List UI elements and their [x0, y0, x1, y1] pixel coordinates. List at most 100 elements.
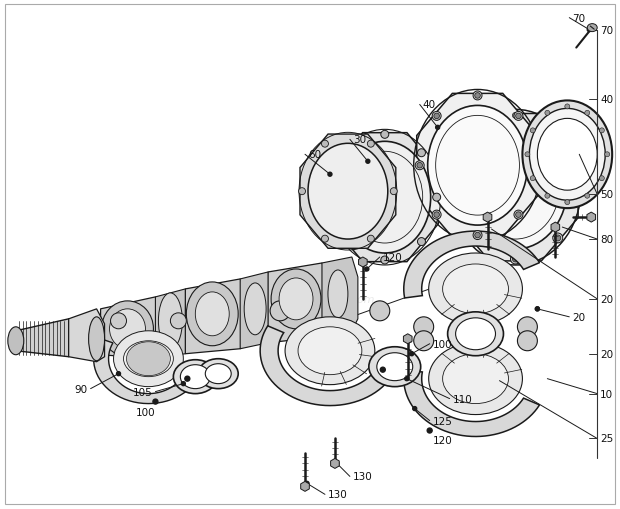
Circle shape [117, 372, 120, 376]
Ellipse shape [381, 257, 389, 265]
Ellipse shape [531, 161, 540, 171]
Text: 110: 110 [453, 394, 472, 404]
Ellipse shape [448, 312, 503, 356]
Ellipse shape [205, 364, 231, 384]
Circle shape [328, 173, 332, 177]
Text: 60: 60 [308, 150, 321, 160]
Ellipse shape [523, 101, 612, 209]
Ellipse shape [270, 301, 290, 321]
Polygon shape [404, 232, 539, 298]
Ellipse shape [516, 212, 521, 218]
Ellipse shape [470, 134, 476, 140]
Ellipse shape [464, 126, 567, 249]
Text: 25: 25 [600, 434, 613, 444]
Ellipse shape [545, 111, 550, 116]
Text: 130: 130 [353, 471, 373, 482]
Ellipse shape [565, 105, 570, 109]
Polygon shape [260, 326, 399, 406]
Polygon shape [69, 309, 105, 362]
Polygon shape [404, 334, 412, 344]
Ellipse shape [329, 194, 337, 202]
Ellipse shape [370, 301, 390, 321]
Ellipse shape [390, 188, 397, 195]
Ellipse shape [514, 211, 523, 220]
Ellipse shape [433, 194, 441, 202]
Circle shape [153, 400, 158, 404]
Ellipse shape [110, 313, 126, 329]
Ellipse shape [344, 150, 352, 157]
Ellipse shape [113, 331, 184, 387]
Polygon shape [185, 279, 248, 354]
Ellipse shape [285, 317, 375, 385]
Ellipse shape [415, 161, 424, 171]
Circle shape [587, 29, 591, 33]
Ellipse shape [377, 353, 413, 381]
Ellipse shape [414, 331, 433, 351]
Ellipse shape [453, 185, 459, 191]
Polygon shape [322, 258, 358, 337]
Polygon shape [94, 338, 203, 404]
Ellipse shape [555, 134, 560, 140]
Ellipse shape [428, 106, 528, 225]
Text: 10: 10 [600, 389, 613, 399]
Ellipse shape [170, 313, 187, 329]
Ellipse shape [514, 112, 523, 121]
Text: 20: 20 [600, 349, 613, 359]
Ellipse shape [456, 318, 495, 350]
Ellipse shape [570, 183, 580, 193]
Ellipse shape [434, 212, 440, 218]
Ellipse shape [123, 341, 174, 377]
Ellipse shape [89, 317, 105, 361]
Ellipse shape [367, 236, 374, 243]
Text: 125: 125 [433, 416, 453, 426]
Ellipse shape [321, 141, 329, 148]
Circle shape [413, 407, 417, 411]
Text: 100: 100 [136, 407, 156, 417]
Ellipse shape [271, 269, 321, 329]
Circle shape [182, 382, 185, 386]
Ellipse shape [174, 360, 217, 394]
Ellipse shape [298, 327, 362, 375]
Ellipse shape [530, 129, 535, 133]
Ellipse shape [516, 114, 521, 120]
Ellipse shape [475, 233, 480, 238]
Ellipse shape [428, 343, 523, 415]
Ellipse shape [195, 292, 229, 336]
Text: 20: 20 [572, 312, 585, 322]
Ellipse shape [428, 253, 523, 325]
Ellipse shape [308, 144, 388, 240]
Ellipse shape [553, 234, 563, 243]
Polygon shape [331, 133, 438, 262]
Ellipse shape [432, 112, 441, 121]
Ellipse shape [321, 236, 329, 243]
Polygon shape [358, 258, 367, 267]
Ellipse shape [585, 111, 590, 116]
Ellipse shape [473, 231, 482, 240]
Ellipse shape [8, 327, 24, 355]
Ellipse shape [587, 24, 597, 33]
Ellipse shape [555, 236, 560, 241]
Ellipse shape [530, 176, 535, 181]
Polygon shape [240, 272, 275, 349]
Polygon shape [301, 482, 309, 491]
Ellipse shape [367, 141, 374, 148]
Ellipse shape [102, 301, 153, 357]
Ellipse shape [279, 278, 313, 320]
Ellipse shape [470, 236, 476, 241]
Ellipse shape [510, 254, 520, 265]
Text: 80: 80 [600, 235, 613, 244]
Ellipse shape [344, 238, 352, 246]
Ellipse shape [600, 129, 604, 133]
Text: 30: 30 [353, 135, 366, 145]
Polygon shape [330, 459, 339, 468]
Ellipse shape [518, 317, 538, 337]
Circle shape [427, 428, 432, 433]
Circle shape [436, 126, 440, 130]
Ellipse shape [339, 142, 431, 253]
Ellipse shape [180, 365, 210, 389]
Ellipse shape [417, 150, 425, 157]
Ellipse shape [604, 153, 609, 157]
Text: 100: 100 [433, 339, 453, 349]
Text: 130: 130 [328, 489, 348, 499]
Circle shape [380, 367, 385, 373]
